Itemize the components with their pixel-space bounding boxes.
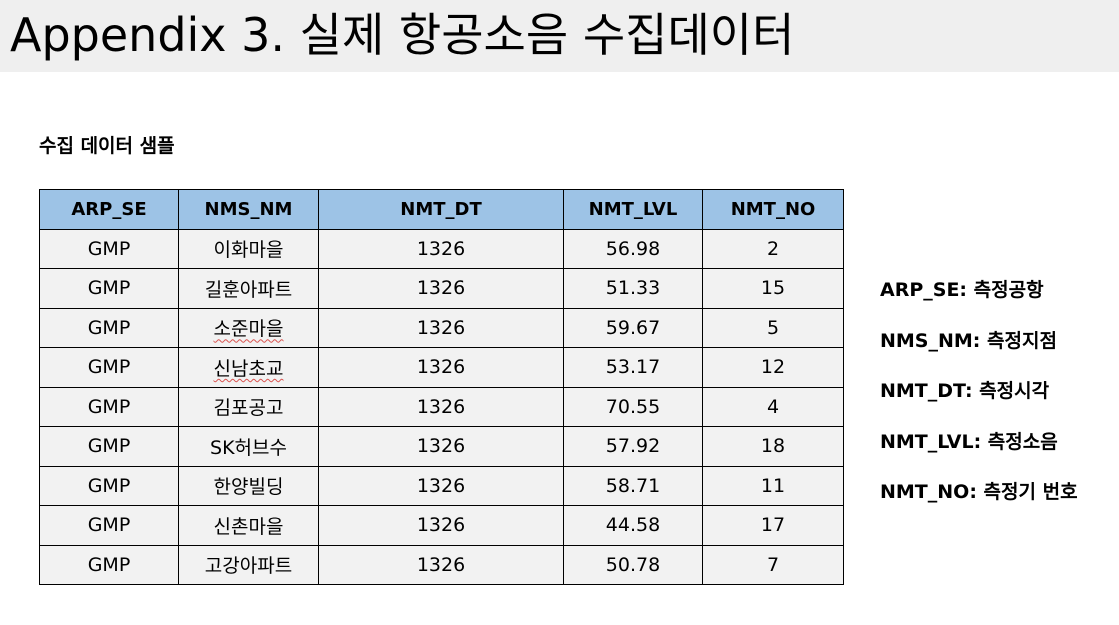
field-legend: ARP_SE: 측정공항 NMS_NM: 측정지점 NMT_DT: 측정시각 N… — [880, 272, 1078, 525]
cell-nmt-dt: 1326 — [318, 386, 564, 427]
cell-nms-nm: 길훈아파트 — [178, 268, 319, 309]
column-header-nmt-no: NMT_NO — [702, 189, 844, 230]
cell-nmt-dt: 1326 — [318, 544, 564, 585]
cell-nmt-lvl: 56.98 — [563, 228, 703, 269]
cell-nmt-dt: 1326 — [318, 505, 564, 546]
table-row: GMP 고강아파트 1326 50.78 7 — [39, 544, 844, 585]
cell-nmt-no: 4 — [702, 386, 844, 427]
cell-nms-nm: 소준마을 — [178, 307, 319, 348]
title-bar: Appendix 3. 실제 항공소음 수집데이터 — [0, 0, 1119, 72]
cell-nms-nm: 고강아파트 — [178, 544, 319, 585]
cell-nmt-no: 7 — [702, 544, 844, 585]
cell-arp-se: GMP — [39, 228, 179, 269]
cell-nmt-no: 18 — [702, 426, 844, 467]
column-header-nmt-dt: NMT_DT — [318, 189, 564, 230]
cell-nmt-dt: 1326 — [318, 307, 564, 348]
cell-nmt-dt: 1326 — [318, 347, 564, 388]
cell-nmt-dt: 1326 — [318, 228, 564, 269]
cell-nmt-no: 5 — [702, 307, 844, 348]
legend-item-nmt-dt: NMT_DT: 측정시각 — [880, 380, 1050, 402]
cell-arp-se: GMP — [39, 465, 179, 506]
table-row: GMP 이화마을 1326 56.98 2 — [39, 228, 844, 269]
cell-arp-se: GMP — [39, 307, 179, 348]
cell-nms-nm: 한양빌딩 — [178, 465, 319, 506]
noise-data-table: ARP_SE NMS_NM NMT_DT NMT_LVL NMT_NO GMP … — [39, 189, 844, 585]
column-header-arp-se: ARP_SE — [39, 189, 179, 230]
cell-nmt-dt: 1326 — [318, 268, 564, 309]
cell-arp-se: GMP — [39, 268, 179, 309]
column-header-nmt-lvl: NMT_LVL — [563, 189, 703, 230]
table-row: GMP 신촌마을 1326 44.58 17 — [39, 505, 844, 546]
legend-item-arp-se: ARP_SE: 측정공항 — [880, 279, 1044, 301]
table-row: GMP SK허브수 1326 57.92 18 — [39, 426, 844, 467]
legend-item-nmt-no: NMT_NO: 측정기 번호 — [880, 481, 1078, 503]
cell-arp-se: GMP — [39, 505, 179, 546]
cell-nms-nm: 신남초교 — [178, 347, 319, 388]
cell-nmt-lvl: 50.78 — [563, 544, 703, 585]
cell-arp-se: GMP — [39, 386, 179, 427]
cell-nmt-no: 11 — [702, 465, 844, 506]
cell-nmt-dt: 1326 — [318, 426, 564, 467]
legend-item-nmt-lvl: NMT_LVL: 측정소음 — [880, 430, 1058, 453]
section-subtitle: 수집 데이터 샘플 — [39, 135, 175, 157]
cell-nmt-no: 12 — [702, 347, 844, 388]
table-header-row: ARP_SE NMS_NM NMT_DT NMT_LVL NMT_NO — [39, 189, 844, 230]
cell-nms-nm: 신촌마을 — [178, 505, 319, 546]
cell-nmt-lvl: 53.17 — [563, 347, 703, 388]
cell-arp-se: GMP — [39, 544, 179, 585]
table-row: GMP 김포공고 1326 70.55 4 — [39, 386, 844, 427]
cell-nmt-no: 2 — [702, 228, 844, 269]
cell-nms-nm: SK허브수 — [178, 426, 319, 467]
legend-item-nms-nm: NMS_NM: 측정지점 — [880, 329, 1057, 352]
table-row: GMP 소준마을 1326 59.67 5 — [39, 307, 844, 348]
table-row: GMP 길훈아파트 1326 51.33 15 — [39, 268, 844, 309]
cell-nmt-lvl: 59.67 — [563, 307, 703, 348]
cell-nms-nm: 김포공고 — [178, 386, 319, 427]
cell-arp-se: GMP — [39, 426, 179, 467]
cell-nmt-lvl: 51.33 — [563, 268, 703, 309]
cell-nmt-no: 17 — [702, 505, 844, 546]
page-title: Appendix 3. 실제 항공소음 수집데이터 — [10, 8, 795, 62]
spellcheck-underlined-text: 소준마을 — [213, 318, 284, 341]
cell-arp-se: GMP — [39, 347, 179, 388]
column-header-nms-nm: NMS_NM — [178, 189, 319, 230]
spellcheck-underlined-text: 신남초교 — [213, 357, 284, 380]
table-row: GMP 신남초교 1326 53.17 12 — [39, 347, 844, 388]
cell-nmt-lvl: 70.55 — [563, 386, 703, 427]
table-row: GMP 한양빌딩 1326 58.71 11 — [39, 465, 844, 506]
cell-nmt-lvl: 57.92 — [563, 426, 703, 467]
cell-nmt-lvl: 58.71 — [563, 465, 703, 506]
cell-nmt-dt: 1326 — [318, 465, 564, 506]
cell-nms-nm: 이화마을 — [178, 228, 319, 269]
cell-nmt-no: 15 — [702, 268, 844, 309]
cell-nmt-lvl: 44.58 — [563, 505, 703, 546]
